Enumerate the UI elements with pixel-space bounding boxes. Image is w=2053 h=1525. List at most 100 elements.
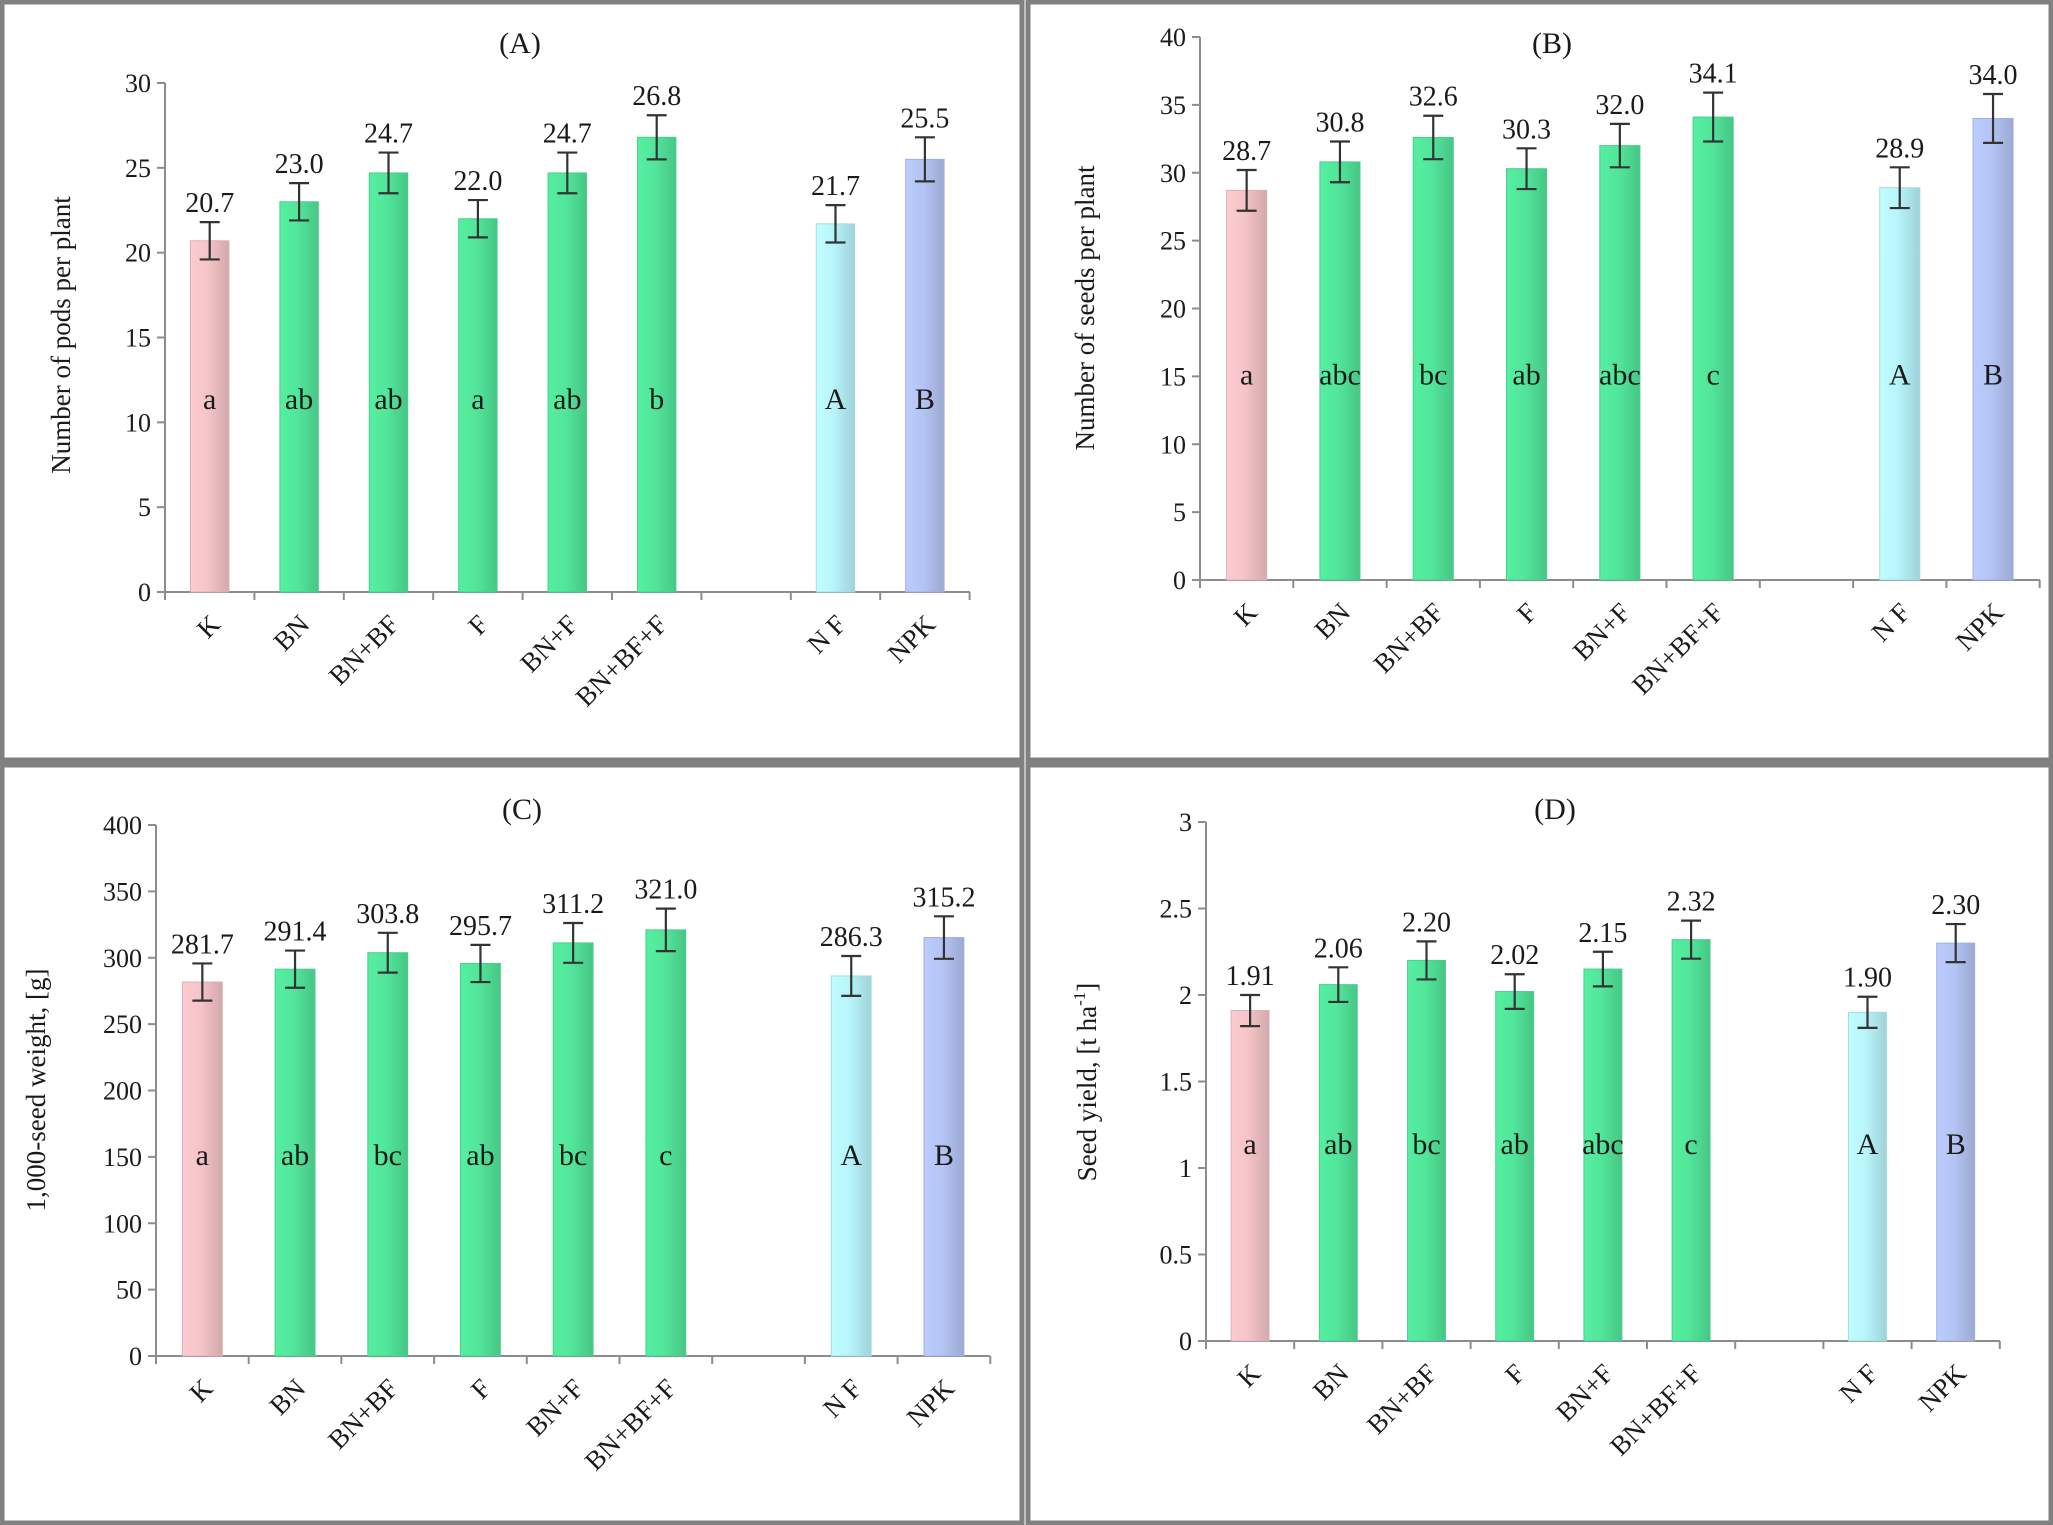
significance-letter: bc (1419, 359, 1447, 392)
x-tick-label: N F (817, 1373, 867, 1423)
x-tick-label: F (465, 1373, 497, 1405)
y-tick-label: 400 (103, 811, 142, 840)
data-label: 34.1 (1689, 59, 1738, 90)
data-label: 26.8 (632, 81, 681, 112)
significance-letter: ab (466, 1139, 494, 1172)
y-tick-label: 20 (125, 239, 151, 268)
data-label: 21.7 (811, 171, 860, 202)
y-axis-label-end: ] (1072, 983, 1102, 992)
x-tick-label: NPK (901, 1373, 961, 1433)
x-tick-label: NPK (1913, 1358, 1973, 1418)
y-axis-label-superscript: -1 (1070, 992, 1089, 1006)
data-label: 311.2 (542, 889, 604, 920)
y-tick-label: 15 (125, 324, 151, 353)
x-tick-label: N F (801, 609, 851, 659)
significance-letter: A (825, 383, 847, 416)
y-tick-label: 0 (129, 1342, 142, 1371)
y-tick-label: 3 (1179, 808, 1192, 837)
significance-letter: A (1889, 359, 1911, 392)
x-tick-label: K (1231, 1358, 1266, 1393)
x-tick-label: F (462, 609, 494, 641)
y-tick-label: 150 (103, 1143, 142, 1172)
bar (552, 942, 594, 1357)
significance-letter: B (934, 1139, 954, 1172)
significance-letter: c (659, 1139, 672, 1172)
y-tick-label: 1 (1179, 1154, 1192, 1183)
y-tick-label: 30 (1160, 159, 1186, 188)
significance-letter: abc (1582, 1128, 1624, 1161)
data-label: 2.30 (1931, 890, 1980, 921)
x-tick-label: NPK (1950, 597, 2010, 657)
bar (274, 968, 316, 1357)
bar (923, 937, 965, 1357)
chart-title: (B) (1532, 27, 1572, 60)
significance-letter: ab (553, 383, 581, 416)
data-label: 20.7 (185, 188, 234, 219)
data-label: 2.32 (1667, 887, 1716, 918)
data-label: 25.5 (900, 103, 949, 134)
x-tick-label: K (184, 1373, 219, 1408)
y-tick-label: 0.5 (1160, 1241, 1193, 1270)
x-tick-label: BN+BF+F (579, 1373, 682, 1476)
significance-letter: bc (1412, 1128, 1440, 1161)
bar (189, 240, 230, 593)
data-label: 315.2 (912, 882, 975, 913)
bar (460, 962, 501, 1357)
x-tick-label: N F (1833, 1358, 1883, 1408)
significance-letter: a (196, 1139, 209, 1172)
significance-letter: B (915, 383, 935, 416)
bar (1692, 116, 1734, 581)
significance-letter: bc (374, 1139, 402, 1172)
y-axis-label: 1,000-seed weight, [g] (21, 969, 51, 1212)
y-tick-label: 1.5 (1160, 1068, 1193, 1097)
data-label: 303.8 (356, 899, 419, 930)
data-label: 1.90 (1843, 963, 1892, 994)
y-axis-label: Seed yield, [t ha-1] (1070, 983, 1102, 1182)
y-tick-label: 350 (103, 877, 142, 906)
panel-frame-c (0, 762, 1025, 1525)
x-tick-label: K (1228, 597, 1263, 632)
data-label: 28.9 (1875, 133, 1924, 164)
bar (830, 975, 872, 1357)
chart-panel-b: (B) Number of seeds per plant 0 5 10 15 20 25 30… (1070, 23, 2041, 700)
bar (1495, 991, 1535, 1342)
significance-letter: abc (1319, 359, 1361, 392)
x-tick-label: BN+F (1550, 1358, 1619, 1427)
y-tick-label: 300 (103, 944, 142, 973)
bar (1879, 187, 1921, 581)
chart-title: (D) (1534, 793, 1576, 826)
data-label: 24.7 (543, 119, 592, 150)
data-label: 23.0 (275, 149, 324, 180)
y-tick-label: 250 (103, 1010, 142, 1039)
x-tick-label: F (1511, 597, 1543, 629)
data-label: 30.8 (1315, 108, 1364, 139)
chart-title: (A) (499, 27, 541, 60)
bar (645, 929, 687, 1357)
significance-letter: A (840, 1139, 862, 1172)
data-label: 2.15 (1578, 918, 1627, 949)
y-tick-label: 20 (1160, 295, 1186, 324)
panel-frame-d (1025, 762, 2053, 1525)
significance-letter: ab (285, 383, 313, 416)
significance-letter: abc (1599, 359, 1641, 392)
x-tick-label: BN+F (514, 609, 583, 678)
x-tick-label: BN+BF (1361, 1358, 1443, 1440)
x-tick-label: BN (1307, 1358, 1355, 1406)
bar (636, 136, 677, 593)
x-tick-label: NPK (882, 609, 942, 669)
data-label: 2.06 (1314, 933, 1363, 964)
y-tick-label: 2.5 (1160, 895, 1193, 924)
data-label: 2.20 (1402, 907, 1451, 938)
y-tick-label: 30 (125, 69, 151, 98)
x-tick-label: BN+BF (1368, 597, 1450, 679)
y-tick-label: 0 (138, 578, 151, 607)
significance-letter: ab (374, 383, 402, 416)
bar (1505, 168, 1548, 581)
bar (1230, 1010, 1270, 1342)
y-tick-label: 5 (1173, 498, 1186, 527)
data-label: 22.0 (453, 166, 502, 197)
y-tick-label: 25 (125, 154, 151, 183)
x-tick-label: BN (1308, 597, 1356, 645)
data-label: 286.3 (820, 922, 883, 953)
x-tick-label: F (1499, 1358, 1531, 1390)
